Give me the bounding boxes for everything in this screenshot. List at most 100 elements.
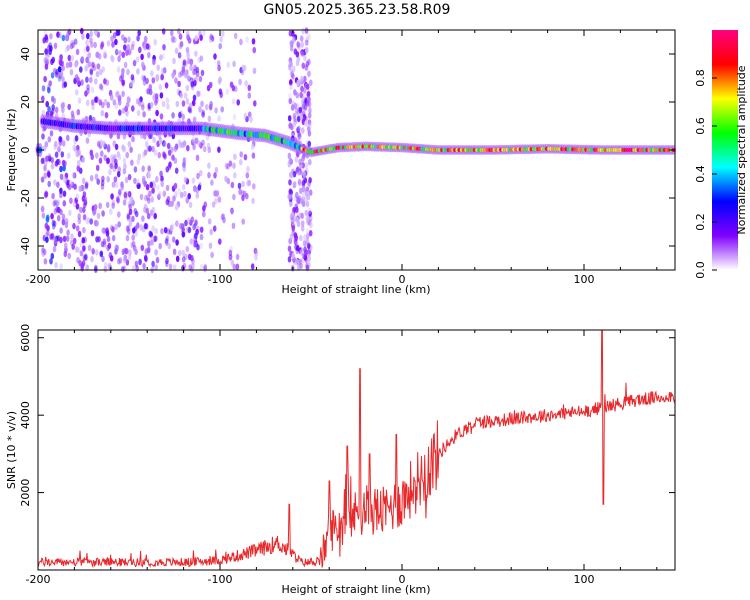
spectrogram-noise-cell [148,83,153,91]
spectrogram-noise-cell [296,115,301,123]
spectrogram-noise-cell [95,220,99,227]
spectrogram-noise-cell [165,166,170,173]
spectrogram-noise-cell [150,70,154,77]
spectrogram-noise-cell [203,264,208,271]
spectrogram-noise-cell [197,56,202,64]
spectrogram-noise-cell [119,75,123,82]
spectrogram-noise-cell [163,140,167,148]
spectrogram-noise-cell [71,39,75,46]
spectrogram-noise-cell [308,189,313,196]
spectrogram-noise-cell [45,100,49,108]
spectrogram-noise-cell [53,143,57,151]
spectrogram-noise-cell [302,240,307,247]
spectrogram-noise-cell [121,107,126,114]
spectrogram-noise-cell [155,256,160,264]
spectrogram-noise-cell [89,218,93,225]
spectrogram-noise-cell [82,245,86,252]
spectrogram-noise-cell [148,190,152,197]
spectrogram-noise-cell [130,242,134,249]
spectrogram-noise-cell [101,210,105,217]
spectrogram-noise-cell [217,196,222,203]
spectrogram-noise-cell [192,116,197,123]
spectrogram-noise-cell [82,191,87,198]
spectrogram-noise-cell [174,204,179,211]
spectrogram-noise-cell [245,36,249,43]
spectrogram-noise-cell [174,191,178,198]
spectrogram-noise-cell [141,61,145,68]
spectrogram-noise-cell [117,95,122,102]
spectrogram-noise-cell [57,146,61,153]
spectrogram-noise-cell [190,139,195,146]
spectrogram-noise-cell [171,236,176,243]
spectrogram-noise-cell [208,104,213,111]
spectrogram-noise-cell [85,56,89,64]
spectrogram-noise-cell [201,139,205,146]
spectrogram-noise-cell [177,28,181,35]
spectrogram-noise-cell [76,109,81,116]
spectrogram-noise-cell [79,206,83,214]
spectrogram-noise-cell [122,157,127,165]
spectrogram-noise-cell [295,191,299,199]
spectrogram-noise-cell [42,145,47,152]
spectrogram-noise-cell [291,65,296,73]
spectrogram-noise-cell [145,77,149,85]
spectrogram-noise-cell [107,242,112,250]
spectrogram-noise-cell [159,92,164,99]
spectrogram-noise-cell [110,154,114,161]
spectrogram-noise-cell [153,212,157,220]
spectrogram-noise-cell [136,109,141,117]
spectrogram-noise-cell [57,66,62,73]
spectrogram-noise-cell [292,171,297,178]
spectrogram-noise-cell [90,41,94,48]
y-tick-label: 20 [19,95,32,109]
spectrogram-noise-cell [297,43,301,50]
spectrogram-noise-cell [202,29,206,37]
spectrogram-noise-cell [189,60,193,67]
spectrogram-noise-cell [54,140,58,148]
spectrogram-noise-cell [102,140,106,148]
spectrogram-noise-cell [136,158,140,165]
spectrogram-noise-cell [218,43,222,50]
spectrogram-noise-cell [199,226,204,233]
spectrogram-noise-cell [163,227,168,234]
spectrogram-noise-cell [78,185,83,192]
spectrogram-noise-cell [232,60,236,68]
spectrogram-noise-cell [61,101,66,109]
spectrogram-noise-cell [134,248,138,256]
spectrogram-noise-cell [228,160,233,167]
spectrogram-noise-cell [308,107,312,114]
spectrogram-noise-cell [300,75,304,83]
spectrogram-noise-cell [95,51,99,59]
spectrogram-noise-cell [74,135,79,142]
spectrogram-noise-cell [151,77,156,84]
spectrogram-noise-cell [64,218,69,225]
spectrogram-noise-cell [213,172,217,179]
spectrogram-noise-cell [43,57,48,64]
spectrogram-noise-cell [175,239,179,246]
spectrogram-noise-cell [301,127,305,134]
spectrogram-noise-cell [185,84,190,92]
spectrogram-noise-cell [45,236,49,243]
spectrogram-noise-cell [177,139,182,146]
spectrogram-noise-cell [192,186,197,193]
spectrogram-noise-cell [40,205,45,212]
spectrogram-noise-cell [304,209,309,217]
spectrogram-noise-cell [151,206,156,214]
spectrogram-noise-cell [133,177,137,185]
x-tick-label: -200 [26,273,51,286]
spectrogram-noise-cell [288,92,292,100]
spectrogram-noise-cell [199,55,204,62]
spectrogram-noise-cell [243,64,247,72]
spectrogram-noise-cell [230,207,234,214]
spectrogram-noise-cell [90,86,95,94]
spectrogram-noise-cell [298,132,302,139]
spectrogram-noise-cell [80,262,84,269]
spectrogram-noise-cell [114,38,118,46]
spectrogram-noise-cell [116,171,121,178]
spectrogram-noise-cell [94,96,98,103]
spectrogram-noise-cell [243,154,248,161]
spectrogram-noise-cell [151,225,155,232]
spectrogram-noise-cell [75,48,80,56]
spectrogram-noise-cell [43,75,47,83]
spectrogram-noise-cell [121,68,125,75]
